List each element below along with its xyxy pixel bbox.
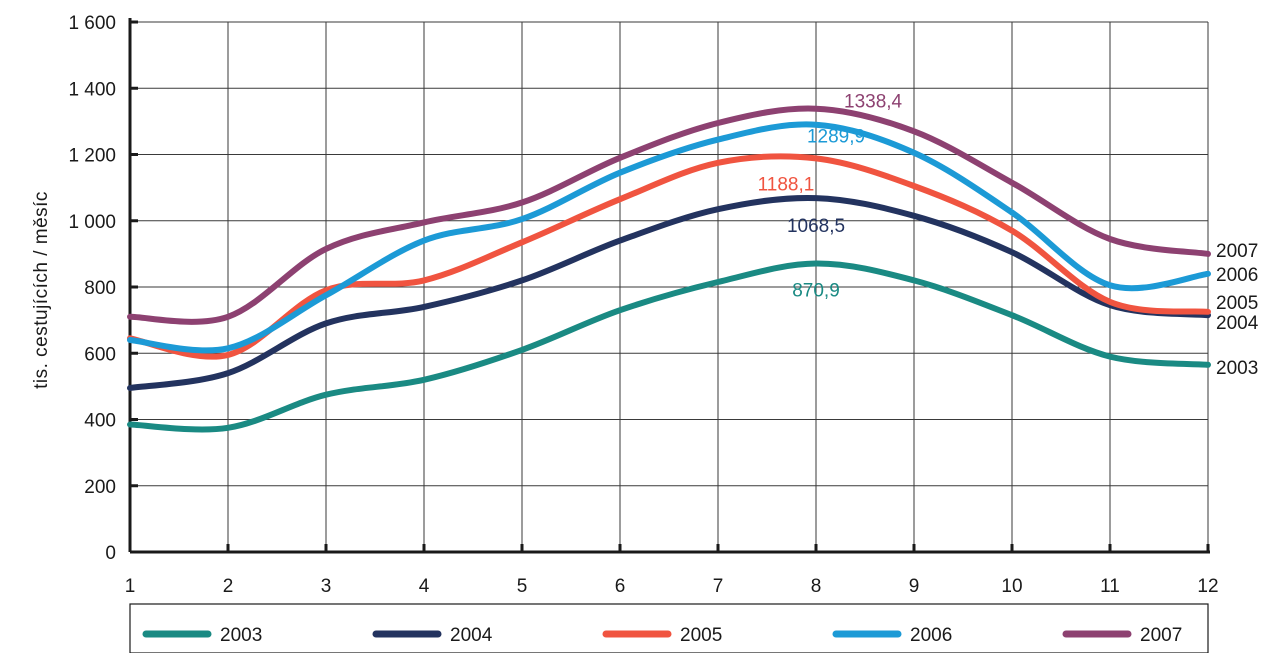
legend-label-2007: 2007: [1140, 625, 1182, 646]
end-label-2004: 2004: [1216, 313, 1259, 334]
data-label-2007: 1338,4: [844, 92, 903, 113]
x-tick-label: 12: [1197, 576, 1218, 597]
x-tick-label: 1: [125, 576, 136, 597]
x-tick-label: 4: [419, 576, 430, 597]
end-label-2006: 2006: [1216, 265, 1258, 286]
x-axis-tick-labels: 1 2 3 4 5 6 7 8 9 10 11 12: [125, 576, 1219, 597]
legend-label-2003: 2003: [220, 625, 262, 646]
x-tick-label: 6: [615, 576, 626, 597]
end-label-2007: 2007: [1216, 241, 1258, 262]
x-tick-label: 11: [1100, 576, 1120, 597]
y-axis-tick-labels: 0 200 400 600 800 1 000 1 200 1 400 1 600: [68, 13, 116, 564]
series-line-2003: [127, 260, 1211, 433]
axes: [128, 18, 1210, 554]
data-labels: 870,9 1068,5 1188,1 1289,9 1338,4: [758, 92, 903, 302]
x-tick-label: 10: [1001, 576, 1022, 597]
legend-label-2006: 2006: [910, 625, 952, 646]
y-tick-label: 200: [84, 477, 116, 498]
x-tick-label: 7: [713, 576, 724, 597]
legend-box: [129, 603, 1209, 653]
series-line-2006: [127, 121, 1211, 354]
y-tick-label: 600: [84, 344, 116, 365]
y-tick-label: 400: [84, 411, 116, 432]
series-line-2005: [127, 153, 1211, 360]
end-label-2005: 2005: [1216, 293, 1258, 314]
y-tick-label: 1 400: [68, 79, 116, 100]
y-tick-label: 800: [84, 278, 116, 299]
y-axis-label: tis. cestujících / měsíc: [31, 191, 52, 389]
y-tick-label: 1 000: [68, 212, 116, 233]
series-line-2007: [127, 105, 1211, 325]
data-label-2003: 870,9: [792, 281, 840, 302]
y-tick-label: 1 600: [68, 13, 116, 34]
y-tick-label: 1 200: [68, 146, 116, 167]
x-tick-label: 5: [517, 576, 528, 597]
series-line-2004: [127, 194, 1211, 391]
end-label-2003: 2003: [1216, 358, 1258, 379]
data-label-2006: 1289,9: [807, 127, 865, 148]
legend-label-2005: 2005: [680, 625, 722, 646]
x-tick-label: 8: [811, 576, 822, 597]
data-label-2005: 1188,1: [758, 174, 815, 195]
x-tick-label: 2: [223, 576, 234, 597]
legend-label-2004: 2004: [450, 625, 493, 646]
x-tick-label: 9: [909, 576, 920, 597]
x-tick-label: 3: [321, 576, 332, 597]
data-label-2004: 1068,5: [787, 216, 845, 237]
y-tick-label: 0: [105, 543, 116, 564]
series-lines: [127, 105, 1211, 433]
grid: [130, 21, 1209, 552]
legend: 2003 2004 2005 2006 2007: [129, 603, 1209, 653]
